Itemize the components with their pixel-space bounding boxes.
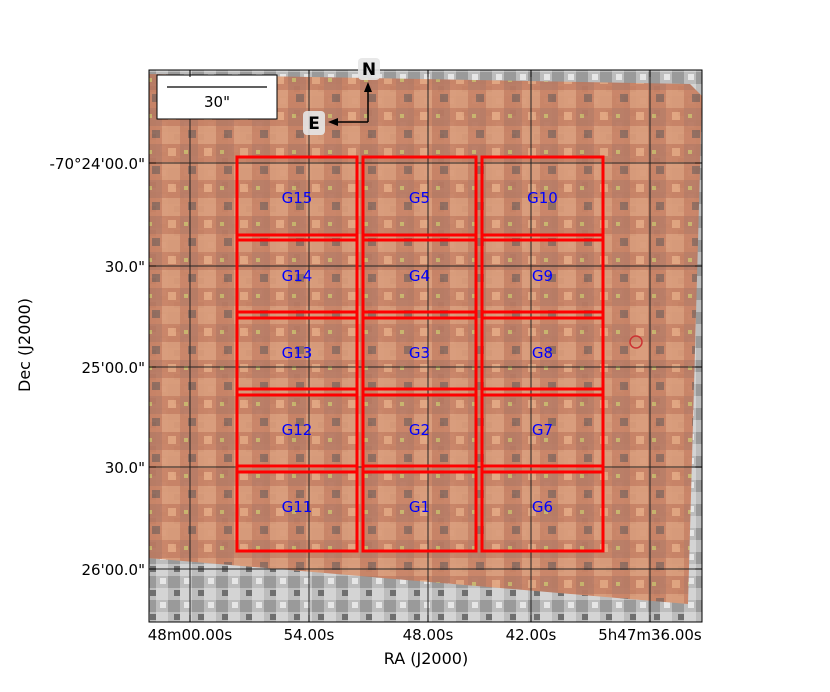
x-tick-label: 54.00s [284,626,335,644]
field-outline-g8 [480,310,605,397]
field-label-g10: G10 [527,189,558,207]
field-label-g11: G11 [282,498,313,516]
field-outline-g13 [235,310,359,397]
field-outline-g10 [480,155,605,242]
y-tick-label: 30.0" [105,459,145,477]
x-axis-label: RA (J2000) [384,649,468,668]
axis-ticks [149,70,702,622]
field-outline-g15 [235,155,359,242]
x-tick-label: 48m00.00s [148,626,233,644]
y-tick-label: 25'00.0" [81,359,145,377]
scale-bar: 30" [156,74,278,120]
field-label-g4: G4 [409,267,430,285]
field-outline-g2 [361,387,478,474]
field-outline-g6 [480,464,605,553]
y-tick-label: -70°24'00.0" [49,155,145,173]
compass-east: E [308,114,320,134]
field-outline-g4 [361,233,478,320]
field-label-g8: G8 [532,344,553,362]
y-tick-label: 26'00.0" [81,561,145,579]
field-label-g15: G15 [282,189,313,207]
x-tick-label: 42.00s [506,626,557,644]
field-label-g7: G7 [532,421,553,439]
field-outline-g14 [235,233,359,320]
field-label-g13: G13 [282,344,313,362]
field-outline-g7 [480,387,605,474]
field-label-g3: G3 [409,344,430,362]
y-tick-labels: -70°24'00.0" 30.0" 25'00.0" 30.0" 26'00.… [49,155,145,579]
field-outline-g11 [235,464,359,553]
field-outline-g3 [361,310,478,397]
field-outline-g9 [480,233,605,320]
field-label-g14: G14 [282,267,313,285]
compass-north: N [362,60,376,80]
y-tick-label: 30.0" [105,258,145,276]
x-tick-label: 5h47m36.00s [598,626,702,644]
target-marker [629,335,643,349]
field-outline-g5 [361,155,478,242]
field-label-g1: G1 [409,498,430,516]
field-label-g6: G6 [532,498,553,516]
y-axis-label: Dec (J2000) [15,298,34,392]
plot-frame [148,69,703,623]
scale-bar-label: 30" [204,93,230,111]
compass: N E [303,58,380,135]
field-outlines: G15 G5 G10 G14 G4 G9 G13 G3 G8 G12 G2 G7 G11 G1 G6 [235,155,605,553]
field-outline-g12 [235,387,359,474]
x-tick-labels: 48m00.00s 54.00s 48.00s 42.00s 5h47m36.0… [148,626,702,644]
field-label-g5: G5 [409,189,430,207]
x-tick-label: 48.00s [403,626,454,644]
field-label-g12: G12 [282,421,313,439]
field-outline-g1 [361,464,478,553]
field-label-g2: G2 [409,421,430,439]
field-label-g9: G9 [532,267,553,285]
